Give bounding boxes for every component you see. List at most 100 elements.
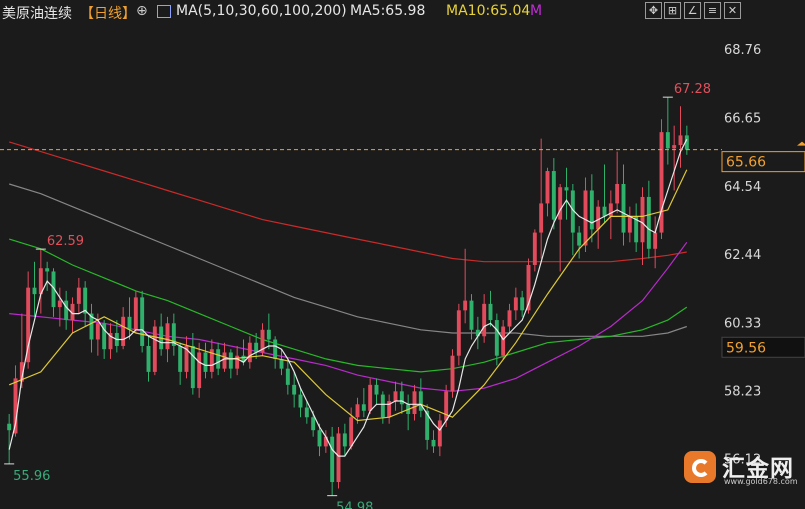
draw-icon[interactable]: ∠ xyxy=(684,2,701,19)
candle-body xyxy=(558,187,563,220)
ma-settings-label[interactable]: MA(5,10,30,60,100,200) xyxy=(176,3,347,19)
candle-body xyxy=(387,401,392,418)
candle-body xyxy=(140,297,145,346)
candle-body xyxy=(355,404,360,418)
last-price-marker-icon xyxy=(797,141,805,146)
candle-body xyxy=(70,303,75,321)
candle-body xyxy=(165,323,170,350)
y-tick-label: 62.44 xyxy=(724,248,761,263)
instrument-name[interactable]: 美原油连续 xyxy=(2,6,72,22)
candle-body xyxy=(121,316,126,346)
y-tick-label: 68.76 xyxy=(724,43,761,58)
candle-body xyxy=(19,362,24,382)
candle-body xyxy=(260,329,265,353)
candle-body xyxy=(551,171,556,220)
chart-header: 美原油连续 【日线】 ⊕ MA(5,10,30,60,100,200) MA5:… xyxy=(0,0,805,24)
candle-body xyxy=(216,349,221,369)
close-icon[interactable]: ✕ xyxy=(724,2,741,19)
candle-body xyxy=(235,355,240,369)
candle-body xyxy=(197,352,202,389)
zoom-icon[interactable]: ⊞ xyxy=(664,2,681,19)
candle-body xyxy=(646,196,651,249)
last-price-box xyxy=(721,151,805,173)
candle-body xyxy=(634,216,639,243)
candle-body xyxy=(659,132,664,233)
candle-body xyxy=(178,345,183,372)
candle-body xyxy=(133,297,138,330)
candle-body xyxy=(317,430,322,447)
candle-body xyxy=(399,391,404,405)
candle-body xyxy=(570,190,575,233)
ma200-line xyxy=(9,141,687,263)
ma-settings-icon[interactable] xyxy=(157,5,171,18)
candle-body xyxy=(482,303,487,337)
candle-body xyxy=(653,232,658,249)
candle-body xyxy=(602,206,607,217)
candle-body xyxy=(266,329,271,340)
candle-body xyxy=(425,410,430,440)
candle-body xyxy=(640,196,645,243)
candle-body xyxy=(368,384,373,411)
logo-brand: 汇金网 xyxy=(722,456,794,482)
extreme-label: 54.98 xyxy=(336,501,373,509)
logo-icon xyxy=(684,451,716,483)
candle-body xyxy=(285,368,290,385)
candle-body xyxy=(615,183,620,204)
candle-body xyxy=(507,310,512,327)
candle-body xyxy=(475,329,480,337)
candle-body xyxy=(311,417,316,431)
more-ma-indicator: M xyxy=(530,3,543,19)
candle-body xyxy=(95,323,100,340)
candle-body xyxy=(513,297,518,311)
candle-body xyxy=(684,135,689,150)
crosshair-icon[interactable]: ⊕ xyxy=(136,3,148,19)
candle-body xyxy=(463,300,468,311)
candle-body xyxy=(32,287,37,295)
candle-body xyxy=(279,358,284,369)
candle-body xyxy=(127,316,132,330)
candle-body xyxy=(361,404,366,411)
extreme-label: 62.59 xyxy=(47,234,84,249)
candle-body xyxy=(330,436,335,483)
reference-price-box xyxy=(721,336,805,358)
ma10-line xyxy=(8,169,688,422)
candle-body xyxy=(76,287,81,304)
candle-body xyxy=(108,333,113,350)
candle-body xyxy=(64,300,69,321)
candle-body xyxy=(627,216,632,233)
period-selector[interactable]: 【日线】 xyxy=(80,6,136,22)
extreme-label: 55.96 xyxy=(13,469,50,484)
candle-body xyxy=(254,342,259,353)
candle-body xyxy=(520,297,525,311)
extreme-label: 67.28 xyxy=(674,82,711,97)
candle-body xyxy=(190,345,195,389)
y-tick-label: 66.65 xyxy=(724,112,761,127)
candle-body xyxy=(672,145,677,149)
candle-body xyxy=(678,135,683,146)
candle-body xyxy=(608,203,613,217)
candle-body xyxy=(444,391,449,421)
candle-body xyxy=(222,352,227,369)
ma5-line xyxy=(8,139,688,457)
candle-body xyxy=(298,394,303,408)
move-icon[interactable]: ✥ xyxy=(645,2,662,19)
candle-body xyxy=(488,303,493,321)
candle-body xyxy=(431,439,436,447)
candle-body xyxy=(171,323,176,346)
last-price-label: 65.66 xyxy=(726,155,766,171)
candle-body xyxy=(152,326,157,372)
candle-body xyxy=(203,352,208,372)
candle-body xyxy=(469,300,474,330)
settings-icon[interactable]: ≡ xyxy=(704,2,721,19)
logo-url: www.gold678.com xyxy=(724,477,798,486)
watermark-logo: 汇金网 www.gold678.com xyxy=(678,447,798,489)
candle-body xyxy=(292,384,297,395)
candle-body xyxy=(146,345,151,372)
candle-body xyxy=(228,352,233,369)
candle-body xyxy=(26,287,31,363)
candle-body xyxy=(380,394,385,418)
candle-body xyxy=(241,355,246,363)
y-tick-label: 56.12 xyxy=(724,453,761,468)
candle-body xyxy=(7,423,12,431)
